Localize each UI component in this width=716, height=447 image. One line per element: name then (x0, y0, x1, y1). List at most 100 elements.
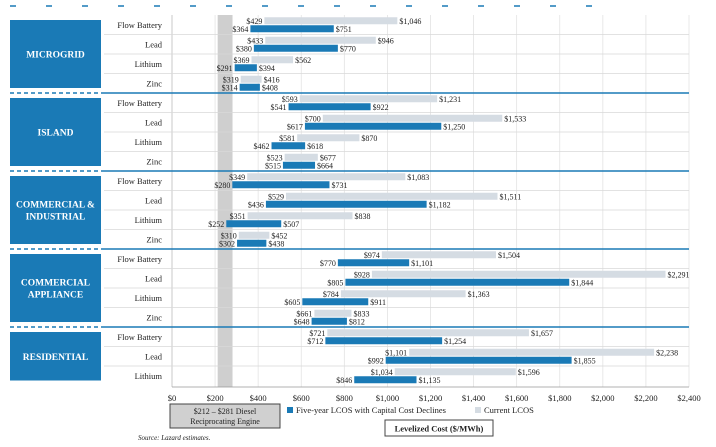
current-high-label: $677 (320, 153, 336, 162)
current-high-label: $452 (271, 231, 287, 240)
five-year-high-label: $438 (268, 239, 284, 248)
category-box (10, 20, 101, 88)
current-low-label: $928 (354, 270, 370, 279)
x-tick-label: $1,600 (505, 393, 528, 403)
current-high-label: $2,291 (668, 270, 690, 279)
five-year-high-label: $618 (307, 142, 323, 151)
five-year-lcos-bar (354, 376, 417, 384)
x-tick-label: $200 (207, 393, 224, 403)
current-high-label: $1,657 (531, 329, 553, 338)
current-low-label: $429 (246, 17, 262, 26)
current-low-label: $310 (221, 231, 237, 240)
x-tick-label: $0 (168, 393, 177, 403)
current-low-label: $1,101 (385, 348, 407, 357)
five-year-lcos-bar (253, 44, 338, 52)
current-high-label: $838 (355, 212, 371, 221)
five-year-lcos-bar (265, 200, 427, 208)
diesel-label-line1: $212 – $281 Diesel (194, 407, 257, 416)
technology-label: Lead (145, 195, 163, 205)
x-tick-label: $800 (336, 393, 353, 403)
x-tick-label: $2,200 (634, 393, 657, 403)
current-lcos-bar (381, 251, 496, 259)
five-year-lcos-bar (232, 181, 330, 189)
current-low-label: $351 (230, 212, 246, 221)
current-low-label: $700 (305, 114, 321, 123)
five-year-lcos-bar (226, 220, 282, 228)
five-year-low-label: $302 (219, 239, 235, 248)
current-lcos-bar (297, 134, 360, 142)
five-year-lcos-bar (234, 64, 257, 72)
five-year-low-label: $992 (368, 356, 384, 365)
technology-label: Lead (145, 273, 163, 283)
current-high-label: $870 (361, 134, 377, 143)
five-year-low-label: $541 (271, 103, 287, 112)
current-lcos-bar (285, 192, 498, 200)
technology-label: Lithium (135, 215, 163, 225)
five-year-high-label: $1,855 (574, 356, 596, 365)
five-year-high-label: $507 (283, 220, 299, 229)
five-year-lcos-bar (282, 161, 316, 169)
category-label: ISLAND (38, 129, 74, 139)
current-high-label: $946 (378, 36, 394, 45)
category-label: MICROGRID (26, 51, 85, 61)
five-year-high-label: $751 (336, 25, 352, 34)
current-lcos-bar (371, 270, 666, 278)
current-high-label: $1,596 (518, 368, 540, 377)
x-axis-title: Levelized Cost ($/MWh) (395, 424, 484, 434)
technology-label: Zinc (146, 234, 162, 244)
five-year-low-label: $712 (307, 337, 323, 346)
technology-label: Flow Battery (117, 98, 162, 108)
five-year-low-label: $846 (336, 376, 352, 385)
current-high-label: $1,231 (439, 95, 461, 104)
current-lcos-bar (340, 290, 466, 298)
five-year-low-label: $648 (294, 317, 310, 326)
x-tick-label: $1,200 (419, 393, 442, 403)
five-year-lcos-bar (325, 337, 443, 345)
current-high-label: $1,504 (498, 251, 520, 260)
five-year-low-label: $280 (214, 181, 230, 190)
five-year-lcos-bar (337, 259, 410, 267)
five-year-lcos-bar (271, 142, 306, 150)
current-high-label: $1,083 (407, 173, 429, 182)
technology-label: Lithium (135, 293, 163, 303)
five-year-high-label: $812 (349, 317, 365, 326)
five-year-low-label: $380 (236, 44, 252, 53)
category-box (10, 254, 101, 322)
current-low-label: $974 (364, 251, 380, 260)
five-year-low-label: $770 (320, 259, 336, 268)
five-year-high-label: $394 (259, 64, 275, 73)
current-lcos-bar (265, 36, 376, 44)
x-tick-label: $1,800 (548, 393, 571, 403)
current-lcos-bar (247, 212, 353, 220)
current-lcos-bar (240, 75, 262, 83)
five-year-high-label: $408 (262, 83, 278, 92)
five-year-lcos-bar (385, 356, 572, 364)
category-label: RESIDENTIAL (23, 353, 88, 363)
x-tick-label: $600 (293, 393, 310, 403)
technology-label: Flow Battery (117, 254, 162, 264)
x-tick-label: $2,000 (591, 393, 614, 403)
technology-label: Flow Battery (117, 332, 162, 342)
current-high-label: $562 (295, 56, 311, 65)
technology-label: Flow Battery (117, 20, 162, 30)
current-lcos-bar (327, 329, 529, 337)
legend-current-swatch (475, 407, 481, 413)
source-note: Source: Lazard estimates. (138, 434, 211, 442)
diesel-label-line2: Reciprocating Engine (190, 417, 260, 426)
current-lcos-bar (394, 368, 516, 376)
current-lcos-bar (247, 173, 406, 181)
five-year-high-label: $922 (373, 103, 389, 112)
current-low-label: $1,034 (371, 368, 393, 377)
five-year-lcos-bar (311, 317, 347, 325)
technology-label: Lead (145, 117, 163, 127)
category-label: COMMERCIAL (21, 279, 90, 289)
five-year-lcos-bar (239, 83, 260, 91)
x-axis-title-box (384, 419, 494, 437)
diesel-band (217, 15, 233, 387)
technology-label: Lithium (135, 59, 163, 69)
five-year-lcos-bar (302, 298, 369, 306)
x-tick-label: $1,400 (462, 393, 485, 403)
current-lcos-bar (264, 17, 398, 25)
current-low-label: $319 (223, 75, 239, 84)
five-year-high-label: $731 (331, 181, 347, 190)
